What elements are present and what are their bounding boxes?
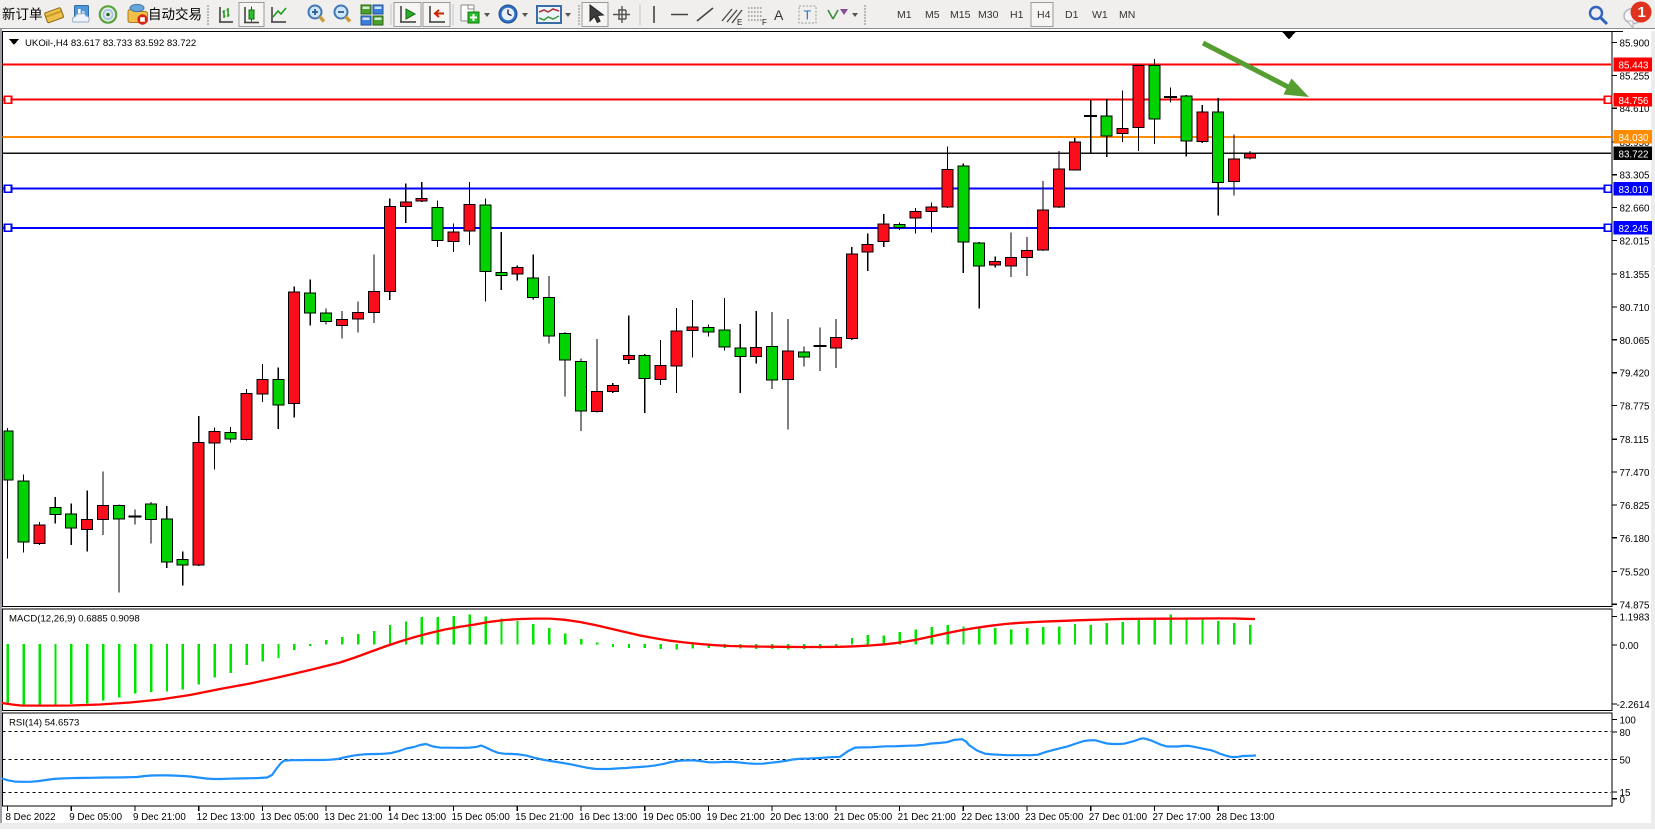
svg-text:77.470: 77.470 bbox=[1620, 468, 1651, 479]
svg-text:82.245: 82.245 bbox=[1619, 224, 1650, 235]
svg-text:74.875: 74.875 bbox=[1620, 600, 1651, 611]
svg-text:16 Dec 13:00: 16 Dec 13:00 bbox=[579, 812, 638, 823]
svg-text:M30: M30 bbox=[978, 9, 999, 21]
svg-text:9 Dec 21:00: 9 Dec 21:00 bbox=[133, 812, 186, 823]
svg-text:23 Dec 05:00: 23 Dec 05:00 bbox=[1025, 812, 1084, 823]
svg-text:H1: H1 bbox=[1010, 9, 1024, 21]
svg-text:M5: M5 bbox=[925, 9, 940, 21]
svg-text:新订单: 新订单 bbox=[2, 7, 43, 22]
svg-text:50: 50 bbox=[1620, 756, 1631, 767]
svg-text:1.1983: 1.1983 bbox=[1620, 613, 1651, 624]
svg-text:0.00: 0.00 bbox=[1620, 641, 1640, 652]
svg-text:A: A bbox=[774, 7, 784, 23]
svg-text:D1: D1 bbox=[1065, 9, 1079, 21]
svg-text:F: F bbox=[762, 18, 767, 27]
svg-text:M1: M1 bbox=[897, 9, 912, 21]
svg-text:84.610: 84.610 bbox=[1620, 104, 1651, 115]
svg-text:27 Dec 01:00: 27 Dec 01:00 bbox=[1089, 812, 1148, 823]
svg-text:12 Dec 13:00: 12 Dec 13:00 bbox=[197, 812, 256, 823]
svg-text:80.710: 80.710 bbox=[1620, 303, 1651, 314]
svg-text:85.900: 85.900 bbox=[1620, 39, 1651, 50]
svg-text:19 Dec 05:00: 19 Dec 05:00 bbox=[643, 812, 702, 823]
svg-text:76.180: 76.180 bbox=[1620, 534, 1651, 545]
svg-text:-2.2614: -2.2614 bbox=[1617, 700, 1651, 711]
svg-text:83.010: 83.010 bbox=[1619, 185, 1650, 196]
svg-text:79.420: 79.420 bbox=[1620, 369, 1651, 380]
svg-text:H4: H4 bbox=[1037, 9, 1051, 21]
svg-text:27 Dec 17:00: 27 Dec 17:00 bbox=[1152, 812, 1211, 823]
svg-text:9 Dec 05:00: 9 Dec 05:00 bbox=[69, 812, 122, 823]
svg-text:M15: M15 bbox=[950, 9, 971, 21]
svg-text:MACD(12,26,9) 0.6885 0.9098: MACD(12,26,9) 0.6885 0.9098 bbox=[9, 614, 140, 625]
svg-text:83.722: 83.722 bbox=[1619, 149, 1649, 160]
svg-text:84.030: 84.030 bbox=[1619, 133, 1650, 144]
svg-text:8 Dec 2022: 8 Dec 2022 bbox=[6, 812, 56, 823]
svg-text:82.660: 82.660 bbox=[1620, 204, 1651, 215]
svg-text:82.015: 82.015 bbox=[1620, 236, 1651, 247]
svg-text:E: E bbox=[737, 18, 742, 27]
svg-text:81.355: 81.355 bbox=[1620, 270, 1651, 281]
svg-text:13 Dec 05:00: 13 Dec 05:00 bbox=[260, 812, 319, 823]
svg-text:0: 0 bbox=[1620, 795, 1626, 806]
svg-text:MN: MN bbox=[1119, 9, 1135, 21]
svg-text:85.443: 85.443 bbox=[1619, 61, 1650, 72]
svg-text:75.520: 75.520 bbox=[1620, 568, 1651, 579]
svg-text:21 Dec 05:00: 21 Dec 05:00 bbox=[834, 812, 893, 823]
svg-text:15 Dec 21:00: 15 Dec 21:00 bbox=[515, 812, 574, 823]
svg-text:19 Dec 21:00: 19 Dec 21:00 bbox=[706, 812, 765, 823]
svg-text:21 Dec 21:00: 21 Dec 21:00 bbox=[898, 812, 957, 823]
svg-text:83.305: 83.305 bbox=[1620, 171, 1651, 182]
svg-text:100: 100 bbox=[1620, 715, 1637, 726]
svg-text:1: 1 bbox=[1638, 4, 1646, 21]
svg-text:14 Dec 13:00: 14 Dec 13:00 bbox=[388, 812, 447, 823]
svg-text:80: 80 bbox=[1620, 728, 1631, 739]
svg-text:15: 15 bbox=[1620, 788, 1631, 799]
svg-text:自动交易: 自动交易 bbox=[148, 6, 202, 22]
svg-text:78.775: 78.775 bbox=[1620, 402, 1651, 413]
svg-text:13 Dec 21:00: 13 Dec 21:00 bbox=[324, 812, 383, 823]
svg-text:T: T bbox=[804, 9, 812, 23]
svg-text:20 Dec 13:00: 20 Dec 13:00 bbox=[770, 812, 829, 823]
svg-text:84.756: 84.756 bbox=[1619, 96, 1650, 107]
svg-text:85.255: 85.255 bbox=[1620, 71, 1651, 82]
svg-text:76.825: 76.825 bbox=[1620, 501, 1651, 512]
svg-text:80.065: 80.065 bbox=[1620, 336, 1651, 347]
svg-text:W1: W1 bbox=[1092, 9, 1108, 21]
svg-text:22 Dec 13:00: 22 Dec 13:00 bbox=[961, 812, 1020, 823]
svg-text:RSI(14) 54.6573: RSI(14) 54.6573 bbox=[9, 718, 79, 729]
svg-text:UKOil-,H4 83.617 83.733 83.59: UKOil-,H4 83.617 83.733 83.592 83.722 bbox=[25, 38, 196, 49]
svg-text:28 Dec 13:00: 28 Dec 13:00 bbox=[1216, 812, 1275, 823]
svg-text:15 Dec 05:00: 15 Dec 05:00 bbox=[452, 812, 511, 823]
svg-text:78.115: 78.115 bbox=[1620, 435, 1650, 446]
